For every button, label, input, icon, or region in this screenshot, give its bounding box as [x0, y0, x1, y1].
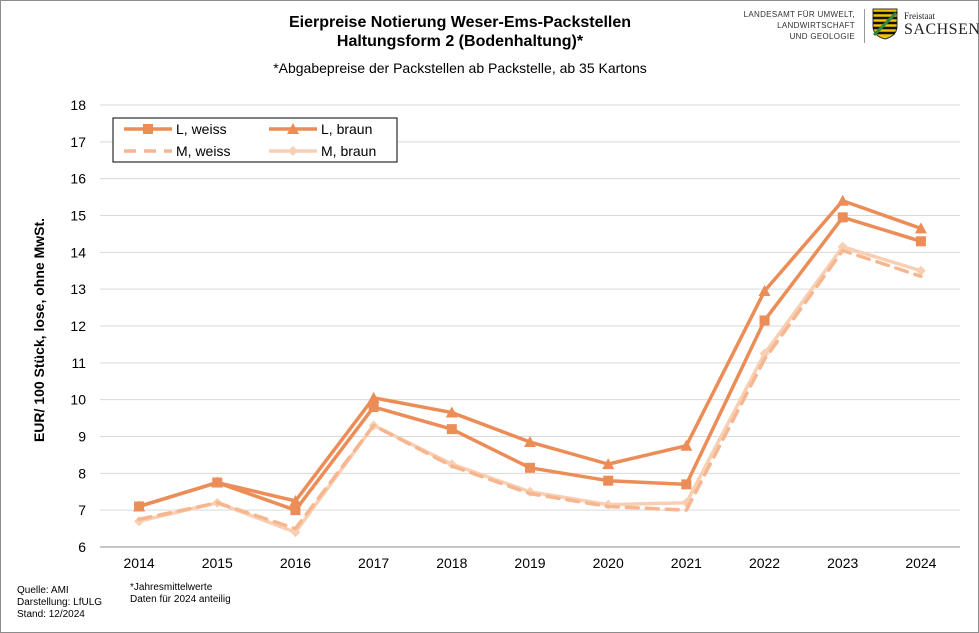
- y-tick-label-8: 8: [78, 465, 86, 481]
- lfulg-logo-text: LANDESAMT FÜR UMWELT, LANDWIRTSCHAFT UND…: [705, 9, 855, 42]
- y-tick-label-10: 10: [70, 392, 86, 408]
- y-tick-label-6: 6: [78, 539, 86, 555]
- x-tick-label-2018: 2018: [436, 555, 467, 571]
- logo-line1: LANDESAMT FÜR UMWELT,: [743, 10, 855, 19]
- chart-subtitle: *Abgabepreise der Packstellen ab Packste…: [273, 60, 647, 76]
- legend-label-l-braun: L, braun: [321, 121, 372, 137]
- data-point-l-braun-2015: [211, 476, 224, 488]
- x-tick-label-2024: 2024: [905, 555, 936, 571]
- data-point-l-weiss-2020: [603, 475, 614, 486]
- logo-line3: UND GEOLOGIE: [789, 32, 855, 41]
- footer-note-annual: *Jahresmittelwerte: [130, 582, 213, 593]
- series-l-braun: [133, 194, 927, 512]
- data-point-l-weiss-2023: [837, 212, 848, 223]
- footer-notes: *Jahresmittelwerte Daten für 2024 anteil…: [130, 582, 231, 606]
- x-tick-label-2016: 2016: [280, 555, 311, 571]
- data-point-l-braun-2024: [914, 222, 927, 234]
- chart-legend: L, weiss L, braun M, weiss M, braun: [112, 117, 398, 163]
- data-point-l-braun-2023: [836, 194, 849, 206]
- data-point-l-braun-2022: [758, 285, 771, 297]
- chart-title-line1: Eierpreise Notierung Weser-Ems-Packstell…: [288, 14, 632, 31]
- series-l-weiss: [134, 212, 926, 516]
- footer-note-partial: Daten für 2024 anteilig: [130, 594, 231, 605]
- data-point-l-braun-2016: [289, 494, 302, 506]
- legend-marker-m-braun: [288, 146, 298, 156]
- data-point-m-braun-2023: [837, 241, 848, 252]
- logo-line2: LANDWIRTSCHAFT: [777, 21, 855, 30]
- footer-source: Quelle: AMI Darstellung: LfULG Stand: 12…: [17, 585, 102, 621]
- data-point-m-braun-2022: [759, 348, 770, 359]
- y-tick-label-16: 16: [70, 171, 86, 187]
- legend-label-l-weiss: L, weiss: [176, 121, 227, 137]
- series-line-m-weiss: [137, 248, 923, 531]
- footer-credit-text: Darstellung: LfULG: [17, 597, 103, 608]
- legend-marker-l-weiss: [143, 124, 153, 134]
- logo-divider: [864, 9, 865, 43]
- y-tick-label-11: 11: [71, 355, 86, 371]
- footer-source-text: Quelle: AMI: [17, 585, 69, 596]
- logo-brand-small: Freistaat: [904, 11, 935, 21]
- x-tick-label-2021: 2021: [671, 555, 702, 571]
- x-tick-label-2017: 2017: [358, 555, 389, 571]
- freistaat-sachsen-logo: Freistaat SACHSEN: [904, 11, 979, 39]
- data-point-l-weiss-2016: [290, 505, 301, 516]
- saxony-coat-of-arms-icon: [872, 8, 898, 40]
- data-point-l-weiss-2018: [446, 424, 457, 435]
- x-tick-label-2015: 2015: [202, 555, 233, 571]
- data-point-l-weiss-2021: [681, 479, 692, 490]
- x-tick-label-2014: 2014: [124, 555, 155, 571]
- y-tick-label-14: 14: [70, 244, 86, 260]
- data-point-l-weiss-2019: [525, 462, 535, 473]
- data-point-l-weiss-2017: [368, 402, 379, 413]
- chart-title-line2: Haltungsform 2 (Bodenhaltung)*: [336, 33, 584, 50]
- y-tick-label-15: 15: [70, 208, 86, 224]
- series-line-l-braun: [137, 199, 923, 509]
- y-tick-label-18: 18: [70, 97, 86, 113]
- x-tick-label-2023: 2023: [827, 555, 858, 571]
- data-point-m-braun-2024: [915, 265, 926, 276]
- y-tick-label-7: 7: [78, 502, 86, 518]
- legend-box: [112, 117, 398, 163]
- data-point-m-braun-2016: [290, 527, 301, 538]
- legend-marker-l-braun: [287, 123, 299, 134]
- y-tick-label-17: 17: [70, 134, 86, 150]
- x-tick-label-2020: 2020: [593, 555, 624, 571]
- data-point-l-braun-2019: [524, 436, 536, 448]
- legend-label-m-weiss: M, weiss: [176, 143, 230, 159]
- data-point-l-weiss-2024: [915, 236, 926, 247]
- y-tick-label-9: 9: [78, 429, 86, 445]
- data-point-l-braun-2020: [602, 458, 615, 470]
- logo-brand-big: SACHSEN: [904, 21, 979, 38]
- footer-date-text: Stand: 12/2024: [17, 609, 85, 620]
- legend-label-m-braun: M, braun: [321, 143, 376, 159]
- y-tick-label-13: 13: [70, 281, 86, 297]
- data-point-l-braun-2017: [367, 391, 380, 403]
- data-point-l-weiss-2022: [759, 315, 770, 326]
- data-point-l-braun-2021: [680, 439, 693, 451]
- y-tick-label-12: 12: [70, 318, 86, 334]
- x-tick-label-2019: 2019: [514, 555, 545, 571]
- x-tick-label-2022: 2022: [749, 555, 780, 571]
- data-point-l-braun-2014: [133, 500, 146, 512]
- series-m-weiss: [137, 248, 923, 531]
- data-point-l-braun-2018: [445, 406, 458, 418]
